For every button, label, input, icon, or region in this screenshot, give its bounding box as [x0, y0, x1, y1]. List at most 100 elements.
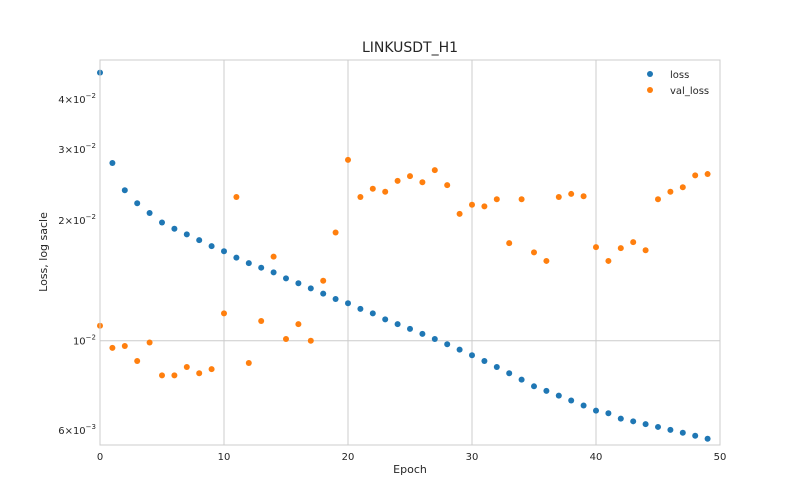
loss-point: [605, 410, 612, 417]
loss-point: [543, 387, 550, 394]
val-loss-point: [444, 182, 451, 189]
val-loss-point: [580, 193, 587, 200]
val-loss-point: [655, 196, 661, 203]
loss-point: [320, 290, 327, 297]
val-loss-point: [605, 257, 612, 264]
loss-point: [382, 316, 389, 323]
loss-point: [419, 330, 426, 337]
loss-point: [245, 260, 252, 267]
val-loss-point: [642, 247, 649, 254]
val-loss-point: [283, 335, 289, 342]
x-tick-label: 0: [97, 452, 103, 463]
loss-point: [258, 264, 265, 271]
data-layer: [97, 69, 711, 442]
val-loss-point: [704, 171, 711, 178]
val-loss-point: [196, 370, 203, 377]
val-loss-point: [307, 337, 314, 344]
val-loss-point: [407, 173, 413, 180]
loss-point: [456, 346, 463, 353]
x-tick-label: 20: [342, 452, 355, 463]
loss-point: [183, 231, 190, 238]
val-loss-point: [692, 172, 699, 179]
val-loss-point: [221, 310, 227, 317]
loss-point: [270, 269, 277, 276]
loss-point: [109, 160, 116, 167]
loss-point: [345, 300, 351, 307]
val-loss-point: [183, 364, 190, 371]
loss-point: [568, 397, 575, 404]
val-loss-point: [357, 193, 364, 200]
loss-point: [667, 426, 674, 433]
loss-point: [481, 358, 488, 365]
val-loss-point: [419, 179, 426, 186]
val-loss-point: [543, 257, 550, 264]
loss-point: [679, 429, 686, 436]
val-loss-point: [332, 229, 339, 236]
val-loss-point: [121, 343, 128, 350]
val-loss-point: [667, 188, 674, 195]
val-loss-point: [506, 240, 513, 247]
loss-point: [469, 352, 475, 359]
loss-point: [655, 423, 661, 430]
loss-point: [307, 285, 314, 292]
loss-point: [431, 335, 438, 342]
loss-point: [221, 248, 227, 255]
loss-point: [357, 305, 364, 312]
loss-point: [555, 392, 562, 399]
tick-layer: 0 10 20 30 40 50 6×10−3 10−2 2×10−2 3×10−2 4×10−2: [58, 92, 726, 463]
x-tick-label: 10: [218, 452, 231, 463]
loss-point: [630, 418, 637, 425]
val-loss-point: [493, 196, 500, 203]
loss-point: [493, 364, 500, 371]
y-tick-label: 3×10−2: [58, 142, 96, 156]
loss-point: [134, 200, 141, 207]
legend-label: loss: [670, 70, 689, 81]
loss-point: [531, 383, 537, 390]
grid-layer: [100, 60, 720, 445]
val-loss-point: [431, 167, 438, 174]
legend-marker: [647, 71, 653, 77]
y-tick-label: 2×10−2: [58, 213, 96, 227]
val-loss-point: [518, 196, 525, 203]
val-loss-point: [258, 317, 265, 324]
chart-title: LINKUSDT_H1: [362, 40, 458, 56]
loss-point: [642, 421, 649, 428]
loss-point: [208, 243, 215, 250]
legend: loss val_loss: [647, 70, 709, 97]
val-loss-point: [159, 372, 165, 379]
loss-point: [332, 296, 339, 303]
legend-marker: [647, 87, 653, 93]
val-loss-point: [245, 360, 252, 367]
loss-point: [692, 432, 699, 439]
val-loss-point: [134, 358, 141, 365]
val-loss-point: [369, 185, 376, 192]
val-loss-point: [394, 177, 401, 184]
val-loss-point: [171, 372, 178, 379]
loss-point: [518, 376, 525, 383]
plot-frame: [99, 59, 721, 446]
val-loss-point: [630, 239, 637, 246]
y-tick-label: 6×10−3: [58, 423, 96, 437]
val-loss-point: [568, 190, 575, 197]
loss-point: [704, 435, 711, 442]
loss-point: [121, 187, 128, 194]
loss-point: [617, 415, 624, 422]
plot-area: [100, 60, 720, 445]
loss-point: [159, 219, 165, 226]
val-loss-point: [320, 277, 327, 284]
val-loss-point: [382, 188, 389, 195]
val-loss-point: [270, 253, 277, 260]
x-axis-label: Epoch: [393, 463, 427, 476]
legend-label: val_loss: [670, 86, 709, 97]
loss-point: [407, 325, 413, 332]
val-loss-point: [456, 210, 463, 217]
loss-point: [593, 407, 599, 414]
loss-point: [233, 254, 240, 261]
loss-point: [146, 209, 153, 216]
val-loss-point: [109, 344, 116, 351]
loss-point: [171, 225, 178, 232]
y-tick-label: 4×10−2: [58, 92, 96, 106]
val-loss-point: [233, 193, 240, 200]
